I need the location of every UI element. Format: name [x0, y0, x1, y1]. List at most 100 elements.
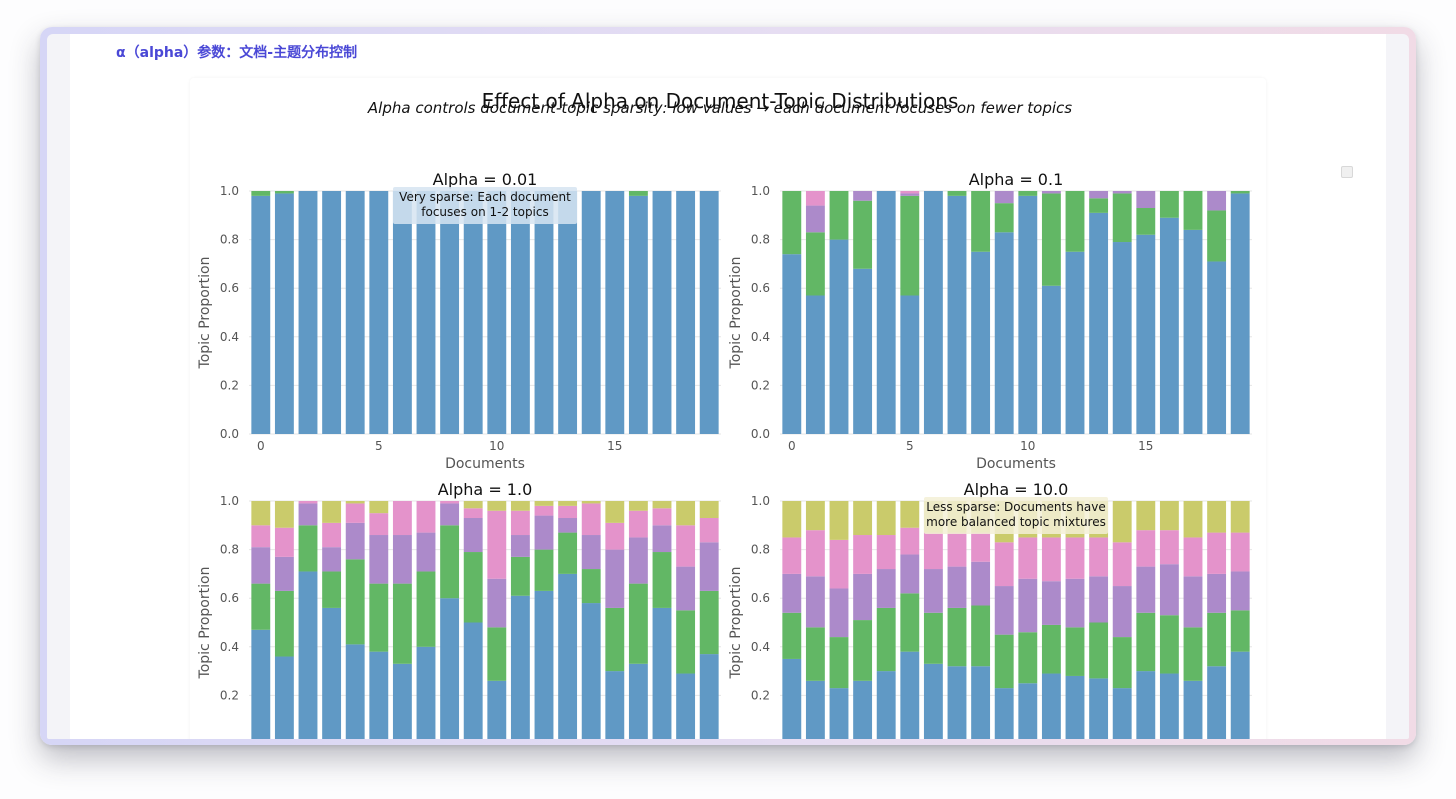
y-tick-label: 0.6: [220, 591, 239, 605]
bar-doc5-topic1: [900, 651, 920, 739]
bar-doc3-topic1: [322, 607, 342, 739]
bar-doc13-topic1: [558, 191, 578, 434]
subplot-title: Alpha = 1.0: [438, 480, 533, 499]
bar-doc18-topic5: [676, 501, 696, 526]
bar-doc6-topic3: [392, 535, 412, 584]
bar-doc15-topic2: [605, 607, 625, 672]
bar-doc0-topic2: [251, 191, 271, 196]
bar-doc12-topic2: [1065, 191, 1085, 252]
bar-doc15-topic3: [1136, 566, 1156, 613]
bar-doc18-topic1: [1207, 666, 1227, 739]
bar-doc14-topic1: [1112, 688, 1132, 739]
bar-doc2-topic4: [829, 539, 849, 589]
bar-doc8-topic4: [971, 532, 991, 562]
y-axis-label: Topic Proportion: [728, 257, 744, 370]
bar-doc7-topic2: [416, 571, 436, 647]
bar-doc5-topic2: [900, 195, 920, 296]
y-tick-label: 0.2: [220, 688, 239, 702]
subplot-2: 0.0 0.2 0.4 0.6 0.8 1.0 0 5 10 15 Alpha = 0.1 Docum…: [728, 170, 1252, 472]
bar-doc1-topic4: [274, 527, 294, 557]
bar-doc0-topic1: [251, 195, 271, 434]
bar-doc17-topic3: [652, 525, 672, 553]
bar-doc10-topic1: [487, 680, 507, 739]
x-tick-label: 10: [489, 439, 504, 453]
bar-doc6-topic1: [392, 663, 412, 739]
bar-doc19-topic4: [699, 518, 719, 543]
bar-doc17-topic5: [652, 501, 672, 509]
annotation-box: [393, 187, 577, 224]
bar-doc2-topic2: [298, 525, 318, 572]
bar-doc16-topic5: [1159, 501, 1179, 531]
bar-doc5-topic4: [900, 191, 920, 194]
bar-doc6-topic2: [392, 583, 412, 664]
bar-doc10-topic1: [487, 191, 507, 434]
bar-doc4-topic4: [876, 535, 896, 570]
y-tick-label: 0.4: [220, 640, 239, 654]
bar-doc16-topic3: [1159, 564, 1179, 616]
bar-doc17-topic1: [652, 607, 672, 739]
bar-doc13-topic4: [558, 505, 578, 519]
bar-doc4-topic3: [876, 569, 896, 608]
y-tick-label: 0.6: [751, 281, 770, 295]
bar-doc5-topic2: [369, 583, 389, 652]
bar-doc1-topic1: [274, 193, 294, 434]
bar-doc7-topic2: [947, 191, 967, 196]
bar-doc16-topic1: [628, 195, 648, 434]
bar-doc13-topic3: [558, 518, 578, 533]
bar-doc2-topic2: [829, 191, 849, 240]
bar-doc14-topic1: [1112, 242, 1132, 434]
bar-doc11-topic1: [510, 191, 530, 434]
bar-doc3-topic2: [853, 200, 873, 269]
bar-doc11-topic2: [1041, 624, 1061, 674]
annotation-text: Very sparse: Each document: [399, 190, 571, 204]
bar-doc8-topic2: [971, 605, 991, 667]
bar-doc12-topic2: [1065, 627, 1085, 676]
bar-doc9-topic2: [994, 203, 1014, 233]
bar-doc4-topic1: [876, 191, 896, 434]
bar-doc3-topic1: [853, 268, 873, 434]
bar-doc15-topic4: [1136, 530, 1156, 567]
bar-doc12-topic3: [1065, 578, 1085, 628]
bar-doc17-topic1: [1183, 680, 1203, 739]
bar-doc8-topic1: [971, 251, 991, 434]
bar-doc13-topic2: [1089, 198, 1109, 213]
bar-doc19-topic3: [699, 542, 719, 591]
bar-doc5-topic4: [369, 513, 389, 536]
bar-doc5-topic1: [900, 295, 920, 434]
bar-doc15-topic2: [1136, 612, 1156, 672]
bar-doc13-topic3: [1089, 191, 1109, 199]
x-tick-label: 5: [375, 439, 383, 453]
y-tick-label: 0.0: [220, 427, 239, 441]
x-tick-label: 15: [1138, 439, 1153, 453]
y-tick-label: 0.4: [751, 330, 770, 344]
bar-doc14-topic1: [581, 603, 601, 739]
bar-doc16-topic4: [628, 510, 648, 538]
bar-doc1-topic5: [805, 501, 825, 531]
subplot-title: Alpha = 10.0: [964, 480, 1069, 499]
bar-doc13-topic3: [1089, 576, 1109, 623]
bar-doc14-topic2: [1112, 637, 1132, 689]
plot-area: [249, 501, 721, 739]
bar-doc13-topic1: [1089, 678, 1109, 739]
bar-doc11-topic5: [510, 501, 530, 511]
bar-doc9-topic3: [463, 518, 483, 553]
bar-doc8-topic2: [440, 525, 460, 599]
bar-doc12-topic1: [534, 191, 554, 434]
bar-doc2-topic1: [829, 688, 849, 739]
bar-doc14-topic2: [581, 569, 601, 604]
bar-doc1-topic2: [805, 627, 825, 681]
bar-doc8-topic3: [971, 561, 991, 606]
bar-doc17-topic4: [652, 508, 672, 526]
bar-doc0-topic1: [251, 629, 271, 739]
bar-doc1-topic1: [274, 656, 294, 739]
bar-doc17-topic4: [1183, 537, 1203, 577]
figure-checkbox[interactable]: [1341, 166, 1353, 178]
bar-doc2-topic5: [829, 501, 849, 540]
bar-doc2-topic3: [298, 503, 318, 526]
bar-doc15-topic2: [1136, 208, 1156, 235]
bar-doc11-topic3: [1041, 191, 1061, 194]
bar-doc19-topic1: [699, 654, 719, 739]
bar-doc5-topic5: [900, 501, 920, 528]
x-tick-label: 15: [607, 439, 622, 453]
bar-doc2-topic3: [829, 588, 849, 638]
